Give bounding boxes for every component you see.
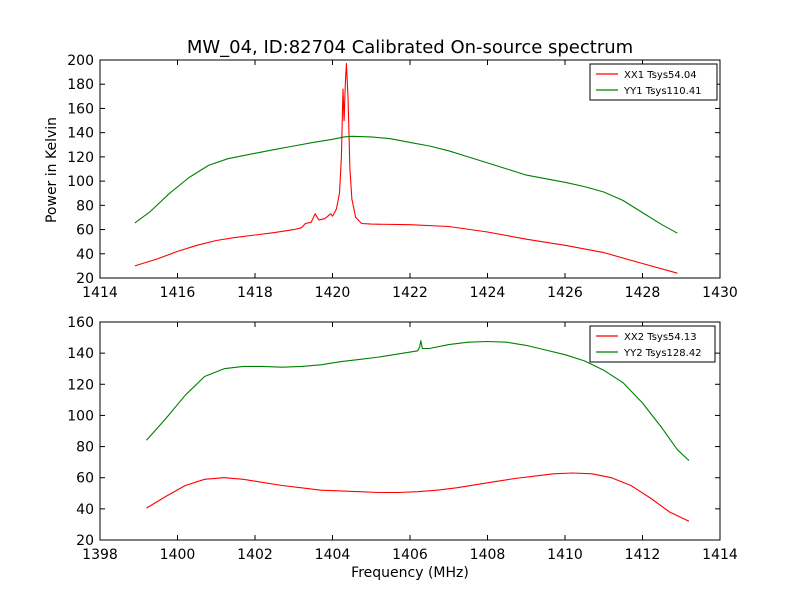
legend-label: XX2 Tsys54.13 (624, 332, 697, 343)
x-tick-label: 1408 (470, 547, 506, 563)
y-tick-label: 160 (67, 101, 94, 117)
y-tick-label: 80 (76, 440, 94, 456)
x-tick-label: 1416 (160, 285, 196, 301)
legend-label: YY1 Tsys110.41 (623, 86, 702, 97)
y-tick-label: 140 (67, 126, 94, 142)
legend-label: YY2 Tsys128.42 (623, 348, 702, 359)
x-tick-label: 1428 (625, 285, 661, 301)
x-tick-label: 1400 (160, 547, 196, 563)
y-tick-label: 100 (67, 174, 94, 190)
series-line-2-2 (146, 340, 690, 462)
top-panel: 1414 1416 1418 1420 1422 1424 1426 1428 1430 20 40… (67, 53, 738, 301)
y-tick-label: 20 (76, 271, 94, 287)
y-tick-label: 60 (76, 223, 94, 239)
x-tick-label: 1404 (315, 547, 351, 563)
y-tick-label: 80 (76, 198, 94, 214)
x-tick-label: 1412 (625, 547, 661, 563)
legend-label: XX1 Tsys54.04 (624, 70, 697, 81)
chart-title: MW_04, ID:82704 Calibrated On-source spe… (187, 37, 633, 58)
x-tick-label: 1410 (547, 547, 583, 563)
y-tick-label: 100 (67, 408, 94, 424)
x-tick-label: 1420 (315, 285, 351, 301)
y-tick-label: 120 (67, 377, 94, 393)
legend: XX2 Tsys54.13 YY2 Tsys128.42 (589, 325, 716, 363)
series-line-1-1 (134, 63, 678, 274)
y-axis-label: Power in Kelvin (44, 117, 60, 223)
y-tick-label: 160 (67, 315, 94, 331)
x-tick-label: 1406 (392, 547, 428, 563)
legend: XX1 Tsys54.04 YY1 Tsys110.41 (589, 63, 718, 101)
x-tick-label: 1398 (82, 547, 118, 563)
x-tick-label: 1426 (547, 285, 583, 301)
y-tick-label: 40 (76, 247, 94, 263)
y-tick-label: 120 (67, 150, 94, 166)
x-tick-label: 1422 (392, 285, 428, 301)
y-tick-label: 20 (76, 533, 94, 549)
x-tick-label: 1414 (702, 547, 738, 563)
x-tick-label: 1414 (82, 285, 118, 301)
legend-box (589, 63, 718, 101)
y-tick-label: 140 (67, 346, 94, 362)
series-line-1-2 (134, 135, 678, 234)
legend-box (589, 325, 716, 363)
bottom-panel: 1398 1400 1402 1404 1406 1408 1410 1412 1414 20 40… (67, 315, 738, 563)
x-tick-label: 1424 (470, 285, 506, 301)
y-tick-label: 40 (76, 502, 94, 518)
x-tick-label: 1418 (237, 285, 273, 301)
x-axis-label: Frequency (MHz) (351, 565, 469, 581)
x-tick-label: 1430 (702, 285, 738, 301)
y-tick-label: 200 (67, 53, 94, 69)
y-tick-label: 60 (76, 471, 94, 487)
series-line-2-1 (146, 472, 690, 522)
y-tick-label: 180 (67, 77, 94, 93)
x-tick-label: 1402 (237, 547, 273, 563)
